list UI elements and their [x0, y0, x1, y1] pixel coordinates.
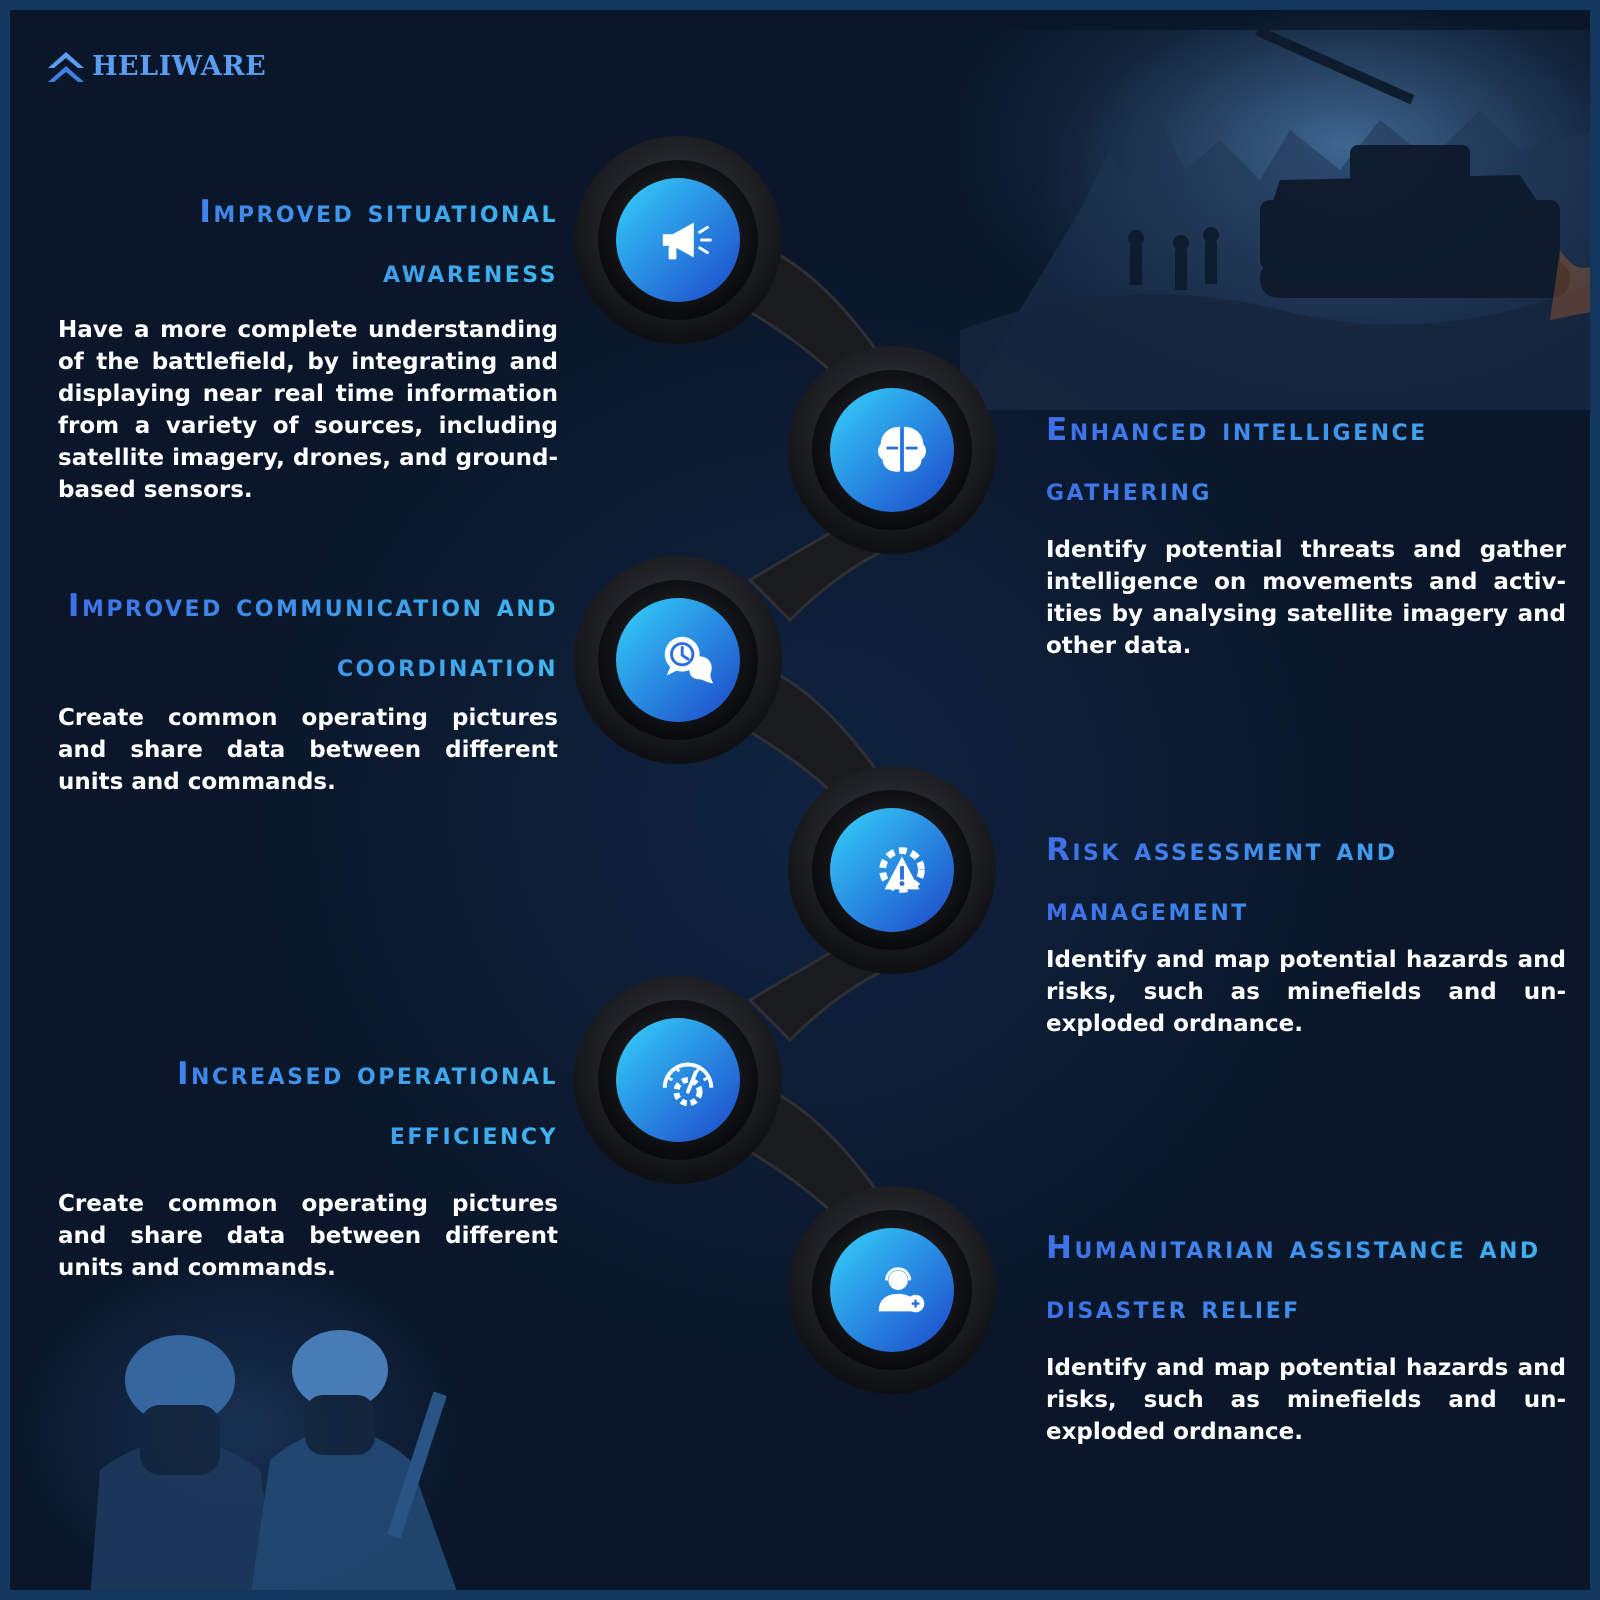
feature-situational-awareness: Improved situational awareness Have a mo… — [58, 182, 558, 506]
feature-body: Identify potential threats and gather in… — [1046, 537, 1566, 659]
icon-node-3 — [629, 601, 747, 719]
megaphone-icon — [662, 222, 712, 260]
feature-intelligence-gathering: Enhanced intelligence gathering Identify… — [1046, 400, 1566, 662]
feature-communication-coordination: Improved communication and coordination … — [58, 576, 558, 798]
heliware-logo: HELIWARE — [46, 46, 266, 86]
feature-title: Improved communication and coordination — [58, 576, 558, 696]
feature-humanitarian-assistance: Humanitarian assistance and disaster rel… — [1046, 1218, 1586, 1448]
feature-body: Identify and map potential hazards and r… — [1046, 947, 1566, 1037]
support-agent-icon — [878, 1267, 925, 1313]
feature-risk-assessment: Risk assessment and management Identify … — [1046, 820, 1566, 1040]
feature-title: Humanitarian assistance and disaster rel… — [1046, 1218, 1586, 1338]
icon-node-2 — [843, 391, 961, 509]
feature-body: Have a more complete understand­ing of t… — [58, 317, 558, 503]
feature-title: Risk assessment and management — [1046, 820, 1566, 940]
icon-node-4 — [843, 811, 961, 929]
feature-title: Increased operational efficiency — [30, 1044, 558, 1164]
double-chevron-up-icon — [48, 52, 84, 82]
brain-puzzle-icon — [877, 426, 927, 472]
chat-clock-icon — [664, 636, 714, 684]
soldiers-illustration — [90, 1330, 457, 1590]
feature-body: Create common operating pictures and sha… — [58, 1191, 558, 1281]
timeline-chain — [574, 136, 996, 1394]
feature-body: Create common operating pictures and sha… — [58, 705, 558, 795]
icon-node-5 — [629, 1021, 747, 1139]
feature-body: Identify and map potential hazards and r… — [1046, 1355, 1566, 1445]
battlefield-tank-illustration — [960, 30, 1590, 410]
gear-warning-icon — [879, 847, 925, 893]
icon-node-1 — [629, 181, 747, 299]
icon-node-6 — [843, 1231, 961, 1349]
feature-operational-efficiency: Increased operational efficiency Create … — [30, 1044, 558, 1284]
feature-title: Improved situational awareness — [58, 182, 558, 302]
gear-gauge-icon — [662, 1062, 714, 1107]
feature-title: Enhanced intelligence gathering — [1046, 400, 1566, 520]
brand-name: HELIWARE — [92, 50, 267, 82]
